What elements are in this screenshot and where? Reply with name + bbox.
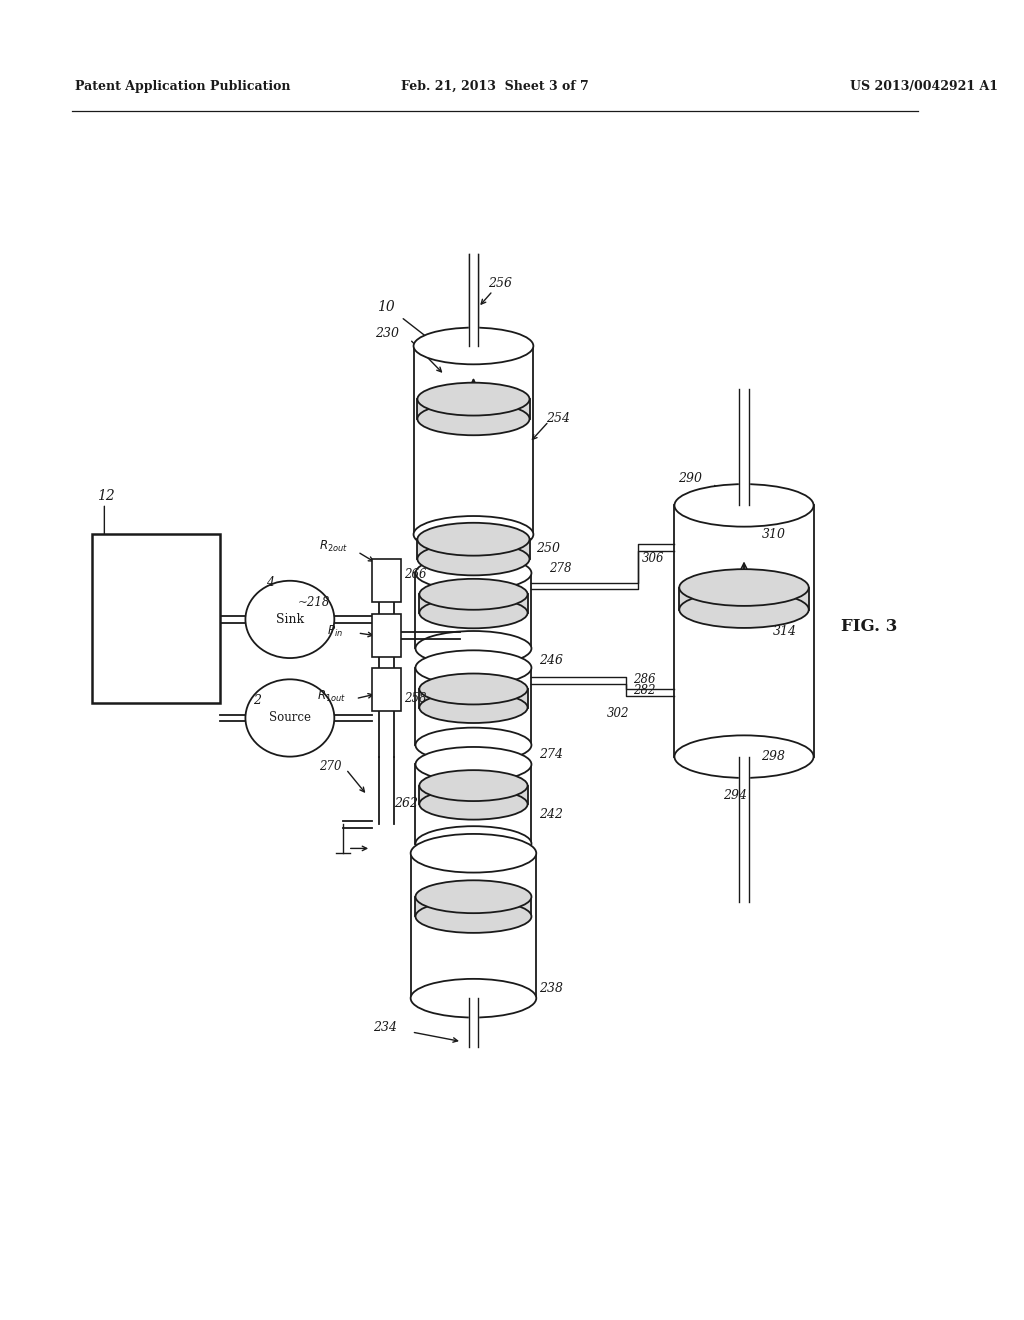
Text: 290: 290: [678, 471, 702, 484]
Text: 250: 250: [537, 543, 560, 556]
Ellipse shape: [420, 673, 527, 705]
Ellipse shape: [416, 727, 531, 763]
Ellipse shape: [416, 631, 531, 665]
Text: 310: 310: [762, 528, 785, 541]
Ellipse shape: [675, 735, 814, 777]
Text: 230: 230: [375, 327, 399, 341]
Text: 266: 266: [403, 569, 426, 582]
Ellipse shape: [418, 383, 529, 416]
Bar: [372, 614, 401, 657]
Ellipse shape: [246, 680, 334, 756]
Bar: [414, 346, 534, 535]
Ellipse shape: [675, 484, 814, 527]
Ellipse shape: [420, 789, 527, 820]
Text: 278: 278: [549, 562, 571, 574]
Ellipse shape: [416, 900, 531, 933]
Text: $R_{2out}$: $R_{2out}$: [318, 540, 348, 554]
Text: Source: Source: [269, 711, 311, 725]
Text: 4: 4: [265, 577, 273, 589]
Text: 302: 302: [607, 706, 630, 719]
Ellipse shape: [411, 979, 537, 1018]
Bar: [420, 594, 527, 612]
Ellipse shape: [418, 403, 529, 436]
Bar: [416, 573, 531, 648]
Text: 274: 274: [540, 748, 563, 762]
Ellipse shape: [416, 556, 531, 590]
Ellipse shape: [246, 581, 334, 659]
Ellipse shape: [414, 327, 534, 364]
Text: US 2013/0042921 A1: US 2013/0042921 A1: [850, 81, 998, 94]
Ellipse shape: [418, 543, 529, 576]
Ellipse shape: [418, 523, 529, 556]
Bar: [418, 399, 529, 418]
Text: 262: 262: [394, 796, 418, 809]
Text: FIG. 3: FIG. 3: [841, 618, 897, 635]
Ellipse shape: [420, 770, 527, 801]
Bar: [420, 689, 527, 708]
Ellipse shape: [679, 591, 809, 628]
Text: Patent Application Publication: Patent Application Publication: [76, 81, 291, 94]
Bar: [679, 587, 809, 610]
Text: 298: 298: [762, 750, 785, 763]
Text: 246: 246: [540, 653, 563, 667]
Text: 238: 238: [540, 982, 563, 995]
Text: 270: 270: [318, 760, 341, 772]
Text: 258: 258: [403, 692, 426, 705]
Text: ~218: ~218: [298, 595, 330, 609]
Text: $P_{in}$: $P_{in}$: [327, 623, 343, 639]
Ellipse shape: [416, 826, 531, 861]
Bar: [416, 896, 531, 916]
Bar: [416, 764, 531, 843]
Bar: [92, 535, 220, 704]
Ellipse shape: [420, 598, 527, 628]
Bar: [411, 853, 537, 998]
Text: 294: 294: [723, 789, 746, 801]
Ellipse shape: [416, 880, 531, 913]
Ellipse shape: [411, 834, 537, 873]
Text: $R_{1out}$: $R_{1out}$: [317, 689, 346, 705]
Text: 12: 12: [96, 488, 115, 503]
Bar: [675, 506, 814, 756]
Bar: [372, 558, 401, 602]
Ellipse shape: [416, 651, 531, 685]
Bar: [420, 785, 527, 804]
Bar: [416, 668, 531, 744]
Text: 256: 256: [488, 277, 512, 289]
Text: 10: 10: [377, 301, 394, 314]
Text: 286: 286: [633, 673, 655, 686]
Ellipse shape: [416, 747, 531, 781]
Ellipse shape: [420, 579, 527, 610]
Bar: [372, 668, 401, 711]
Text: 234: 234: [373, 1020, 397, 1034]
Text: 254: 254: [546, 412, 570, 425]
Ellipse shape: [414, 516, 534, 553]
Ellipse shape: [420, 692, 527, 723]
Text: 314: 314: [773, 624, 797, 638]
Ellipse shape: [679, 569, 809, 606]
Text: 282: 282: [633, 684, 655, 697]
Bar: [418, 539, 529, 558]
Text: 242: 242: [540, 808, 563, 821]
Text: Sink: Sink: [275, 612, 304, 626]
Text: 306: 306: [642, 552, 665, 565]
Text: 2: 2: [253, 694, 261, 708]
Text: Feb. 21, 2013  Sheet 3 of 7: Feb. 21, 2013 Sheet 3 of 7: [400, 81, 589, 94]
